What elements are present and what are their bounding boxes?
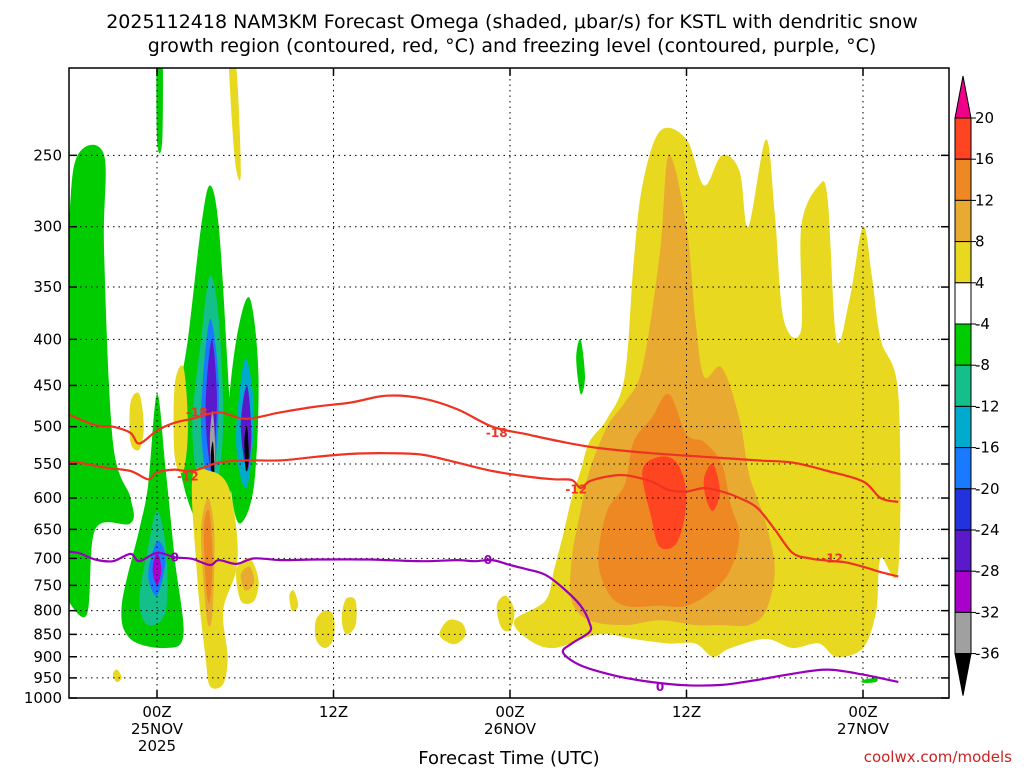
omega-downward-region bbox=[173, 365, 188, 473]
x-tick-label: 26NOV bbox=[484, 720, 537, 738]
x-tick-label: 2025 bbox=[138, 737, 176, 755]
y-tick-label: 550 bbox=[33, 455, 62, 473]
y-tick-label: 750 bbox=[33, 576, 62, 594]
colorbar-label: -12 bbox=[975, 397, 1000, 415]
y-tick-label: 500 bbox=[33, 418, 62, 436]
y-tick-label: 350 bbox=[33, 278, 62, 296]
x-tick-label: 12Z bbox=[672, 703, 701, 721]
contour-label: -12 bbox=[821, 551, 843, 565]
colorbar-label: -20 bbox=[975, 480, 1000, 498]
colorbar-label: -16 bbox=[975, 439, 1000, 457]
contour-label: -18 bbox=[486, 426, 508, 440]
colorbar-label: -4 bbox=[975, 315, 990, 333]
omega-downward-region bbox=[240, 566, 255, 591]
credit-text: coolwx.com/models bbox=[864, 748, 1012, 766]
x-tick-label: 00Z bbox=[142, 703, 171, 721]
colorbar-label: -8 bbox=[975, 356, 990, 374]
colorbar-label: -32 bbox=[975, 603, 1000, 621]
omega-upward-region bbox=[121, 393, 184, 649]
x-tick-label: 27NOV bbox=[837, 720, 890, 738]
omega-upward-region bbox=[576, 338, 585, 395]
colorbar-segment bbox=[954, 117, 972, 160]
omega-upward-region bbox=[156, 68, 163, 154]
colorbar-segment bbox=[954, 323, 972, 366]
y-tick-label: 400 bbox=[33, 330, 62, 348]
colorbar-segment bbox=[954, 199, 972, 243]
y-tick-label: 1000 bbox=[24, 689, 62, 707]
colorbar-label: -28 bbox=[975, 562, 1000, 580]
colorbar-segment bbox=[954, 158, 972, 201]
omega-downward-region bbox=[642, 456, 687, 550]
title-line-1: 2025112418 NAM3KM Forecast Omega (shaded… bbox=[106, 11, 918, 33]
contour-label: 0 bbox=[484, 553, 492, 567]
colorbar-label: 8 bbox=[975, 233, 985, 251]
colorbar-min-arrow bbox=[954, 653, 972, 696]
contour-line bbox=[69, 452, 899, 578]
omega-downward-region bbox=[203, 509, 213, 604]
colorbar-label: 16 bbox=[975, 150, 994, 168]
omega-downward-region bbox=[341, 597, 357, 635]
contour-label: -12 bbox=[565, 482, 587, 496]
colorbar-label: 12 bbox=[975, 191, 994, 209]
omega-downward-region bbox=[496, 595, 515, 632]
contour-line bbox=[69, 550, 899, 687]
colorbar-label: -36 bbox=[975, 645, 1000, 663]
omega-downward-region bbox=[228, 68, 241, 181]
y-tick-label: 250 bbox=[33, 146, 62, 164]
y-tick-label: 950 bbox=[33, 669, 62, 687]
y-tick-label: 650 bbox=[33, 520, 62, 538]
colorbar-legend: 20 16 12 8 4 -4 -8 -12 -16 -20 -24 -28 -32 -36 bbox=[954, 75, 1000, 696]
title-line-2: growth region (contoured, red, °C) and f… bbox=[148, 35, 877, 57]
x-tick-label: 25NOV bbox=[131, 720, 184, 738]
colorbar-segment bbox=[954, 611, 972, 655]
contour-line bbox=[69, 394, 899, 503]
colorbar-segment bbox=[954, 241, 972, 284]
omega-downward-region bbox=[703, 463, 720, 511]
omega-shading-layer bbox=[69, 68, 901, 689]
y-tick-label: 600 bbox=[33, 489, 62, 507]
y-tick-label: 300 bbox=[33, 218, 62, 236]
x-tick-label: 12Z bbox=[319, 703, 348, 721]
colorbar-segment bbox=[954, 529, 972, 572]
y-axis-pressure: 250 300 350 400 450 500 550 600 650 700 750 800 850 9… bbox=[24, 146, 949, 707]
omega-downward-region bbox=[289, 590, 299, 612]
chart-title: 2025112418 NAM3KM Forecast Omega (shaded… bbox=[106, 11, 918, 57]
colorbar-segment bbox=[954, 405, 972, 449]
colorbar-segment bbox=[954, 282, 972, 325]
contour-label: 0 bbox=[656, 680, 664, 694]
contour-label: -18 bbox=[186, 405, 208, 419]
omega-upward-region bbox=[69, 144, 134, 618]
x-tick-label: 00Z bbox=[848, 703, 877, 721]
x-axis-title: Forecast Time (UTC) bbox=[418, 748, 599, 768]
gridlines bbox=[69, 68, 949, 698]
y-tick-label: 850 bbox=[33, 625, 62, 643]
y-tick-label: 800 bbox=[33, 602, 62, 620]
contour-label: -12 bbox=[177, 470, 199, 484]
colorbar-segment bbox=[954, 447, 972, 490]
omega-downward-region bbox=[439, 619, 467, 645]
colorbar-segment bbox=[954, 364, 972, 407]
plot-frame bbox=[68, 67, 950, 699]
omega-downward-region bbox=[112, 669, 122, 683]
colorbar-label: 20 bbox=[975, 109, 994, 127]
contour-layer: -18 -18 -12 -12 -12 0 0 0 bbox=[69, 394, 899, 694]
colorbar-label: 4 bbox=[975, 274, 985, 292]
plot-area: -18 -18 -12 -12 -12 0 0 0 bbox=[69, 68, 949, 698]
omega-downward-region bbox=[314, 610, 335, 648]
colorbar-segment bbox=[954, 570, 972, 613]
contour-label: 0 bbox=[170, 550, 178, 564]
x-tick-label: 00Z bbox=[495, 703, 524, 721]
colorbar-segment bbox=[954, 488, 972, 531]
colorbar-max-arrow bbox=[954, 75, 972, 119]
omega-downward-region bbox=[853, 543, 868, 650]
colorbar-label: -24 bbox=[975, 521, 1000, 539]
omega-upward-region bbox=[861, 677, 878, 683]
y-tick-label: 900 bbox=[33, 648, 62, 666]
y-tick-label: 450 bbox=[33, 376, 62, 394]
y-tick-label: 700 bbox=[33, 549, 62, 567]
